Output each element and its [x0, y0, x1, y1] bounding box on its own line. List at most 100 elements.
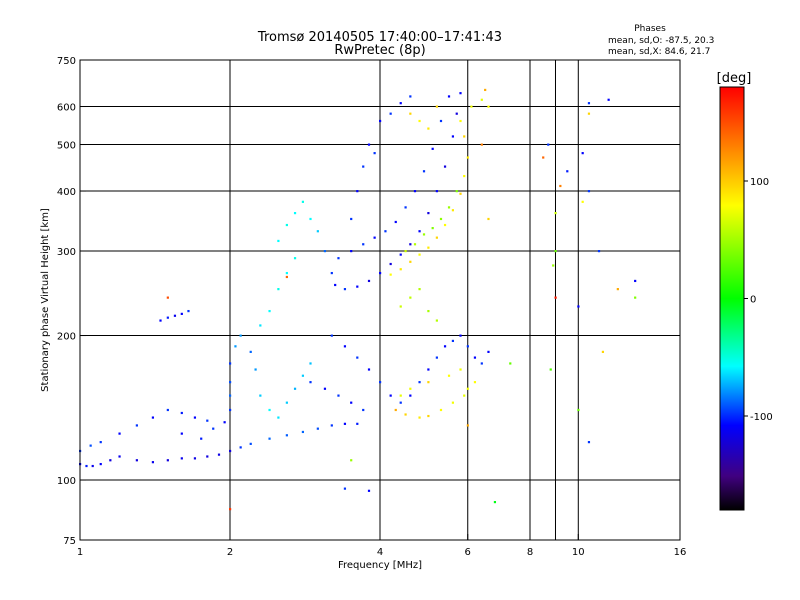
data-point	[566, 170, 569, 173]
data-point	[350, 459, 353, 462]
data-point	[554, 212, 557, 215]
data-point	[229, 449, 232, 453]
data-point	[422, 170, 426, 173]
data-point	[356, 190, 359, 193]
colorbar-ticks: 100 0 -100	[744, 177, 773, 423]
data-point	[404, 413, 407, 416]
data-point	[99, 462, 102, 466]
data-point	[285, 401, 288, 404]
data-point	[356, 356, 359, 359]
data-point	[451, 339, 455, 343]
x-tick-label: 10	[572, 547, 585, 558]
data-point	[323, 387, 327, 390]
data-point	[91, 464, 94, 468]
data-point	[427, 212, 430, 215]
data-point	[362, 165, 365, 168]
data-point	[427, 381, 430, 384]
data-point	[367, 489, 371, 492]
data-point	[559, 184, 562, 188]
data-point	[418, 416, 421, 419]
data-point	[480, 98, 483, 101]
data-point	[350, 250, 353, 253]
data-point	[409, 394, 412, 397]
data-point	[159, 319, 162, 322]
data-point	[634, 279, 637, 283]
colorbar-tick-label: 0	[750, 295, 756, 306]
data-point	[259, 324, 262, 327]
data-point	[607, 98, 610, 101]
data-point	[99, 441, 102, 444]
data-point	[443, 345, 447, 348]
data-point	[330, 334, 333, 337]
data-point	[399, 253, 402, 256]
data-point	[193, 457, 197, 460]
data-point	[212, 427, 215, 430]
data-point	[239, 334, 242, 337]
data-point	[451, 135, 455, 138]
data-point	[173, 314, 177, 317]
data-point	[193, 416, 197, 419]
data-point	[285, 434, 288, 437]
data-point	[484, 88, 487, 92]
data-point	[577, 408, 580, 412]
data-point	[459, 92, 462, 95]
data-point	[239, 446, 242, 449]
colorbar-label: [deg]	[717, 71, 752, 86]
data-point	[180, 312, 183, 315]
data-point	[480, 362, 483, 365]
data-point	[447, 95, 451, 98]
x-tick-label: 8	[527, 547, 533, 558]
grid	[80, 60, 680, 540]
data-point	[399, 268, 402, 271]
chart-subtitle: RwPretec (8p)	[334, 43, 425, 58]
y-axis-label: Stationary phase Virtual Height [km]	[40, 208, 51, 392]
data-point	[418, 230, 421, 233]
data-point	[435, 236, 438, 239]
data-point	[343, 288, 347, 291]
y-tick-label: 300	[57, 247, 76, 258]
y-tick-label: 500	[57, 141, 76, 152]
data-point	[373, 236, 376, 239]
data-point	[362, 408, 365, 412]
data-point	[350, 217, 353, 221]
data-point	[337, 257, 340, 260]
data-point	[180, 457, 183, 460]
data-point	[463, 174, 466, 178]
data-point	[187, 309, 190, 313]
data-point	[206, 455, 209, 458]
data-point	[431, 227, 434, 230]
data-point	[229, 508, 232, 511]
data-point	[301, 200, 305, 203]
data-point	[277, 416, 280, 419]
data-point	[404, 250, 407, 253]
data-point	[373, 152, 376, 155]
y-axis-ticks: 75 100 200 300 400 500 600 750	[57, 56, 86, 547]
data-point	[601, 350, 605, 353]
data-point	[427, 246, 430, 249]
data-point	[180, 411, 183, 415]
data-point	[206, 419, 209, 422]
x-tick-label: 4	[377, 547, 383, 558]
data-point	[254, 368, 257, 371]
data-point	[554, 250, 557, 253]
data-point	[362, 243, 365, 246]
data-point	[389, 262, 392, 266]
data-point	[597, 250, 601, 253]
data-point	[301, 374, 305, 377]
data-point	[399, 102, 402, 105]
data-point	[581, 200, 584, 203]
data-point	[293, 212, 297, 215]
data-point	[418, 253, 421, 256]
data-point	[268, 437, 271, 440]
data-point	[549, 368, 552, 371]
data-point	[259, 394, 262, 397]
data-point	[443, 223, 447, 227]
x-tick-label: 16	[674, 547, 687, 558]
colorbar	[719, 86, 745, 511]
data-point	[466, 345, 469, 348]
data-point	[435, 319, 438, 322]
data-point	[229, 381, 232, 384]
data-point	[389, 112, 392, 115]
data-point	[509, 362, 512, 365]
x-tick-label: 2	[227, 547, 233, 558]
